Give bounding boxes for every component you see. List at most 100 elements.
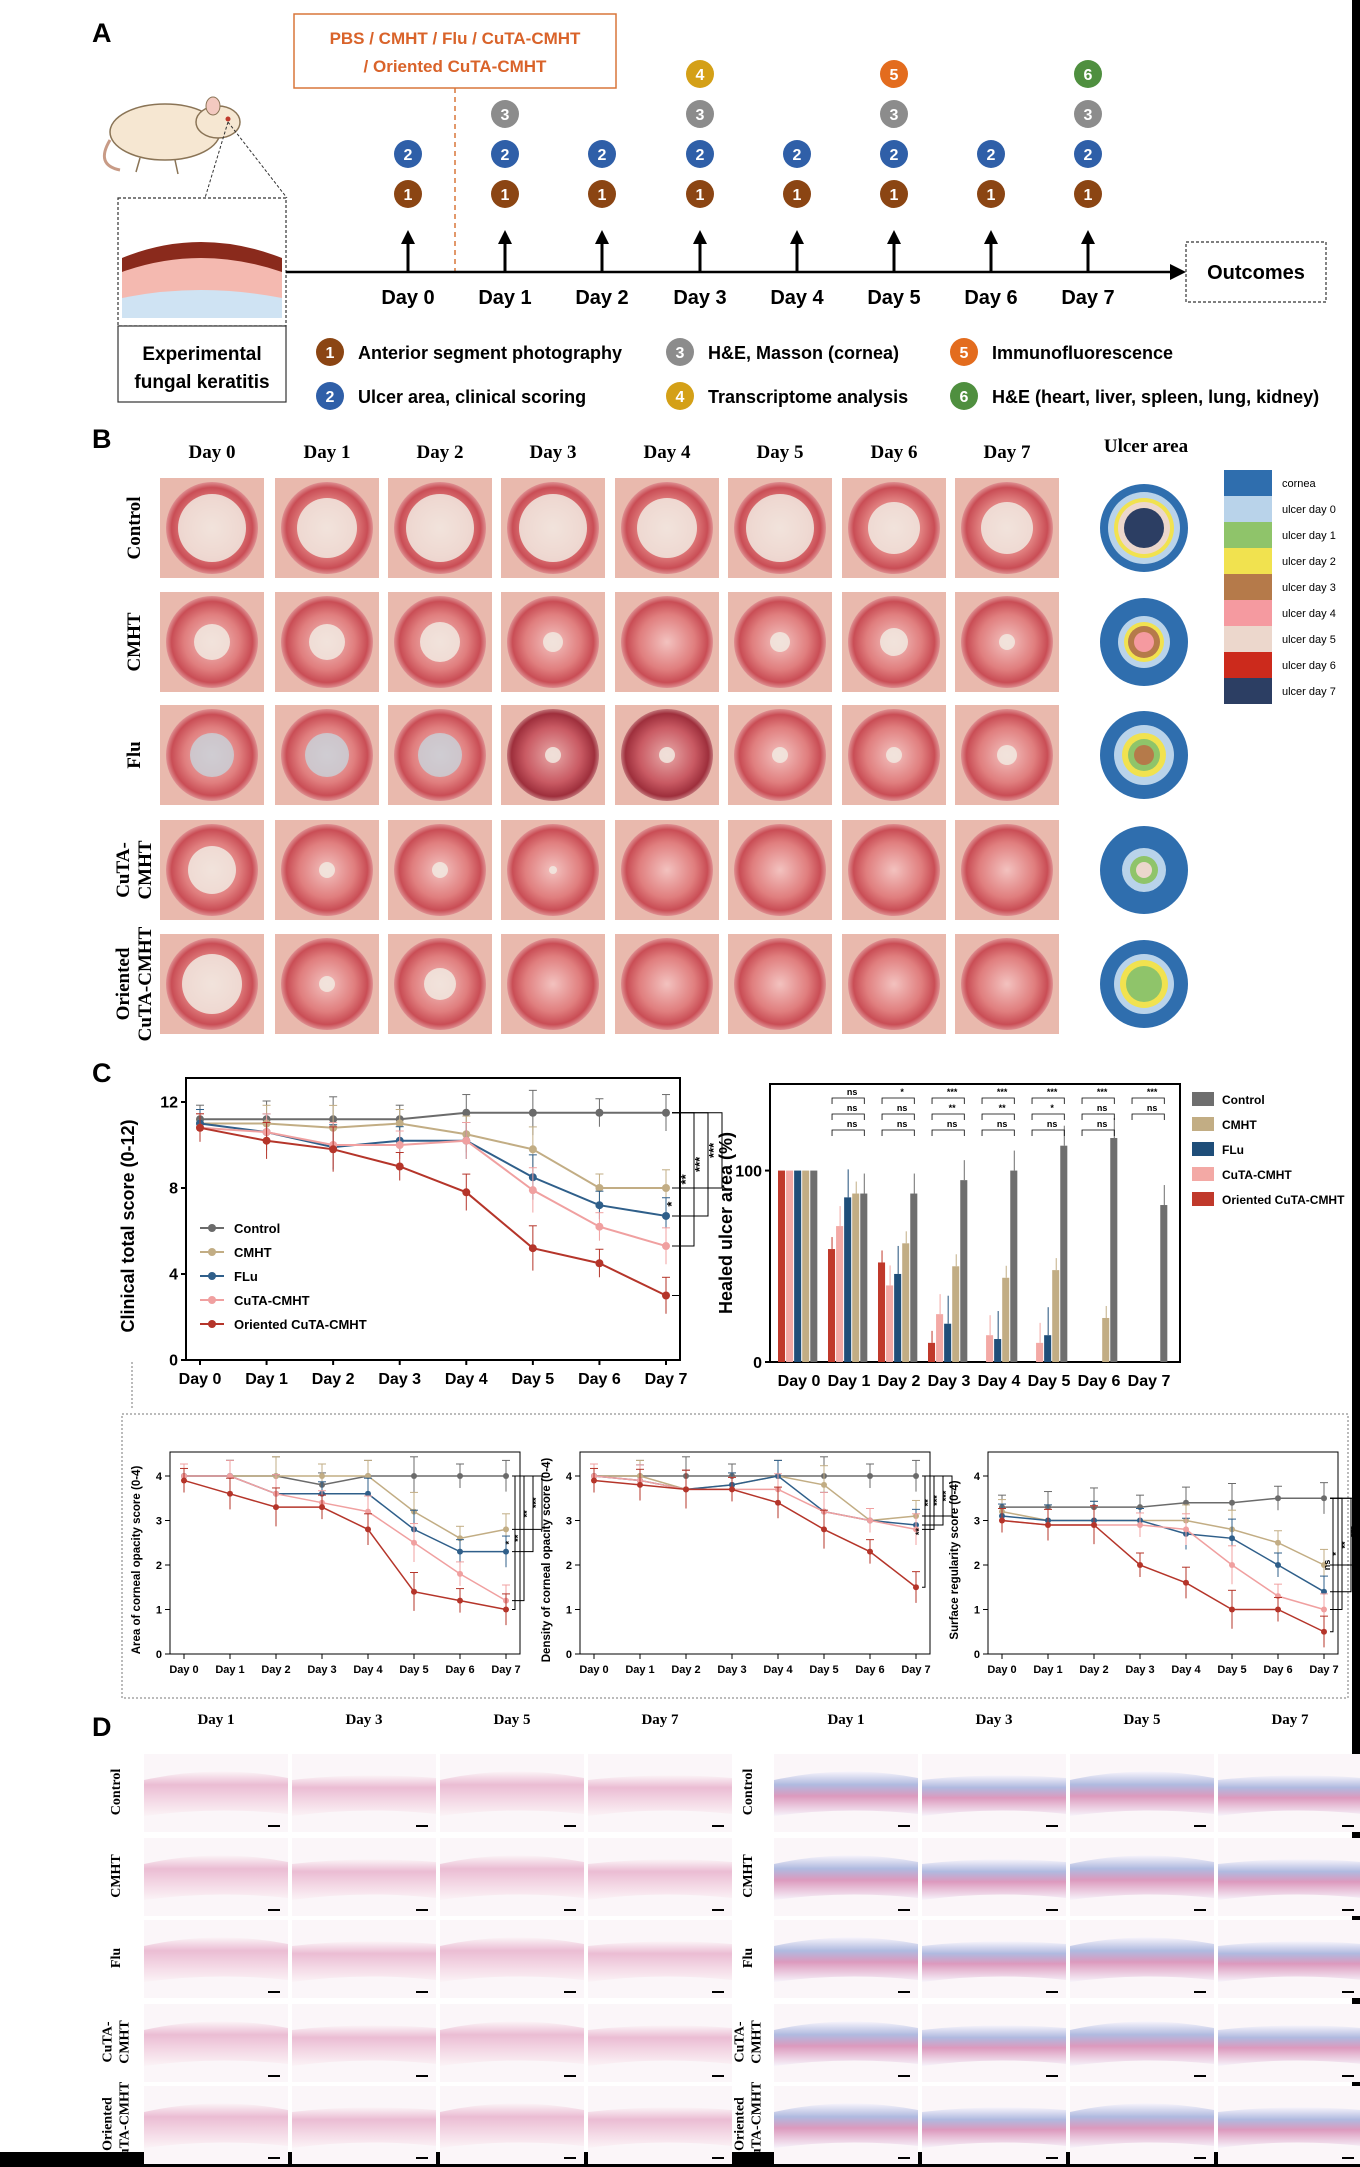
y-tick-label: 0 (566, 1649, 572, 1661)
data-point (662, 1108, 670, 1117)
histo-tissue (1218, 1859, 1360, 1900)
legend-swatch (1192, 1142, 1214, 1156)
outcome-marker-number: 4 (696, 67, 705, 84)
data-point (1275, 1606, 1281, 1613)
ulcer-spot (770, 632, 790, 652)
histo-tissue (1218, 2025, 1360, 2066)
outcome-marker (880, 140, 908, 168)
data-point (365, 1508, 371, 1515)
x-tick-label: Day 0 (579, 1664, 608, 1676)
histo-tissue (774, 1771, 918, 1816)
eye-photo (734, 938, 826, 1030)
corneal-opacity-density-chart: 0 1 2 3 4 Day 0 Day 1 Day 2 Day 3 Day 4 Day 5 Day 6… (541, 1451, 953, 1676)
data-point (1321, 1495, 1327, 1502)
ulcer-spot (178, 494, 246, 562)
outcome-marker (977, 140, 1005, 168)
outcomes-label: Outcomes (1207, 262, 1305, 284)
data-point (1229, 1535, 1235, 1542)
outcome-marker-number: 3 (696, 107, 705, 124)
legend-marker (950, 382, 978, 410)
sig-label: *** (1147, 1087, 1158, 1097)
histo-tissue (292, 2107, 436, 2148)
x-tick-label: Day 2 (1079, 1664, 1108, 1676)
histo-tissue (1218, 1941, 1360, 1982)
sig-bracket (981, 1113, 1015, 1120)
x-tick-label: Day 4 (353, 1664, 383, 1676)
histo-group-label: CMHT (741, 1854, 756, 1898)
sig-label: ** (522, 1510, 532, 1518)
photo-day-header: Day 7 (984, 442, 1031, 463)
x-tick-label: Day 0 (987, 1664, 1016, 1676)
sig-bracket (881, 1129, 915, 1136)
chart-frame (769, 1083, 1181, 1363)
ulcer-spot (637, 498, 697, 558)
histo-tissue (774, 1937, 918, 1982)
histo-tissue (1218, 2107, 1360, 2148)
ulcer-legend-label: ulcer day 0 (1282, 504, 1336, 516)
histo-group-label: CuTA-CMHT (750, 2081, 765, 2166)
legend-marker (208, 1248, 216, 1256)
timeline-legend: 1 Anterior segment photography 2 Ulcer area… (316, 338, 1319, 410)
eye-photo (961, 938, 1053, 1030)
series-line (200, 1111, 666, 1121)
histo-tissue (588, 1775, 732, 1816)
y-tick-label: 4 (169, 1267, 178, 1284)
sig-bracket (881, 1097, 915, 1104)
sig-label: ** (999, 1103, 1007, 1113)
day-label: Day 4 (770, 287, 824, 309)
ulcer-area-diagrams (1100, 484, 1188, 1028)
x-tick-label: Day 6 (1078, 1373, 1121, 1390)
sig-label: ** (678, 1173, 693, 1184)
y-tick-label: 4 (974, 1471, 981, 1483)
sig-label: ns (997, 1119, 1008, 1129)
ulcer-legend-swatch (1224, 522, 1272, 548)
eye-photo (848, 938, 940, 1030)
sig-label: *** (932, 1495, 942, 1506)
x-tick-label: Day 5 (1028, 1373, 1071, 1390)
outcome-marker-number: 3 (1084, 107, 1093, 124)
legend-marker (208, 1320, 216, 1328)
data-point (913, 1584, 919, 1591)
sig-label: * (1331, 1552, 1341, 1556)
series-line (200, 1122, 666, 1189)
data-point (1321, 1628, 1327, 1635)
outcome-marker-number: 1 (598, 187, 607, 204)
x-tick-label: Day 1 (245, 1371, 288, 1388)
data-point (329, 1145, 338, 1154)
data-point (1137, 1521, 1143, 1528)
data-point (457, 1597, 463, 1604)
bar (928, 1342, 936, 1362)
eye-photo-grid: Day 0 Day 1 Day 2 Day 3 Day 4 Day 5 Day 6 Day 7… (113, 442, 1059, 1041)
data-point (528, 1145, 537, 1154)
data-point (775, 1499, 781, 1506)
bar (1110, 1138, 1118, 1362)
legend-marker (316, 338, 344, 366)
outcome-marker-number: 1 (501, 187, 510, 204)
outcome-marker-number: 1 (793, 187, 802, 204)
histo-group-label: CMHT (109, 1854, 124, 1898)
photo-day-header: Day 0 (189, 442, 236, 463)
ulcer-legend-label: ulcer day 2 (1282, 556, 1336, 568)
data-point (1229, 1562, 1235, 1568)
histo-day-header: Day 1 (197, 1712, 234, 1728)
y-tick-label: 4 (156, 1471, 163, 1483)
ulcer-spot (432, 862, 448, 878)
histo-tissue (922, 1941, 1066, 1982)
eye-photo (621, 824, 713, 916)
outcome-marker-number: 2 (793, 147, 802, 164)
histo-tissue (588, 1859, 732, 1900)
data-point (1045, 1521, 1051, 1528)
outcome-marker-number: 1 (404, 187, 413, 204)
outcome-marker-number: 2 (1084, 147, 1093, 164)
sig-label: * (900, 1087, 904, 1097)
bar (910, 1193, 918, 1362)
day-label: Day 3 (673, 287, 726, 309)
x-tick-label: Day 7 (1128, 1373, 1171, 1390)
clinical-score-chart: 0 4 8 12 Day 0 Day 1 Day 2 Day 3 Day 4 Day 5 Day 6… (118, 1077, 723, 1388)
sig-bracket (981, 1097, 1015, 1104)
y-tick-label: 8 (169, 1181, 178, 1198)
cornea-inset (122, 242, 282, 318)
data-point (462, 1188, 471, 1197)
bar (1002, 1277, 1010, 1362)
